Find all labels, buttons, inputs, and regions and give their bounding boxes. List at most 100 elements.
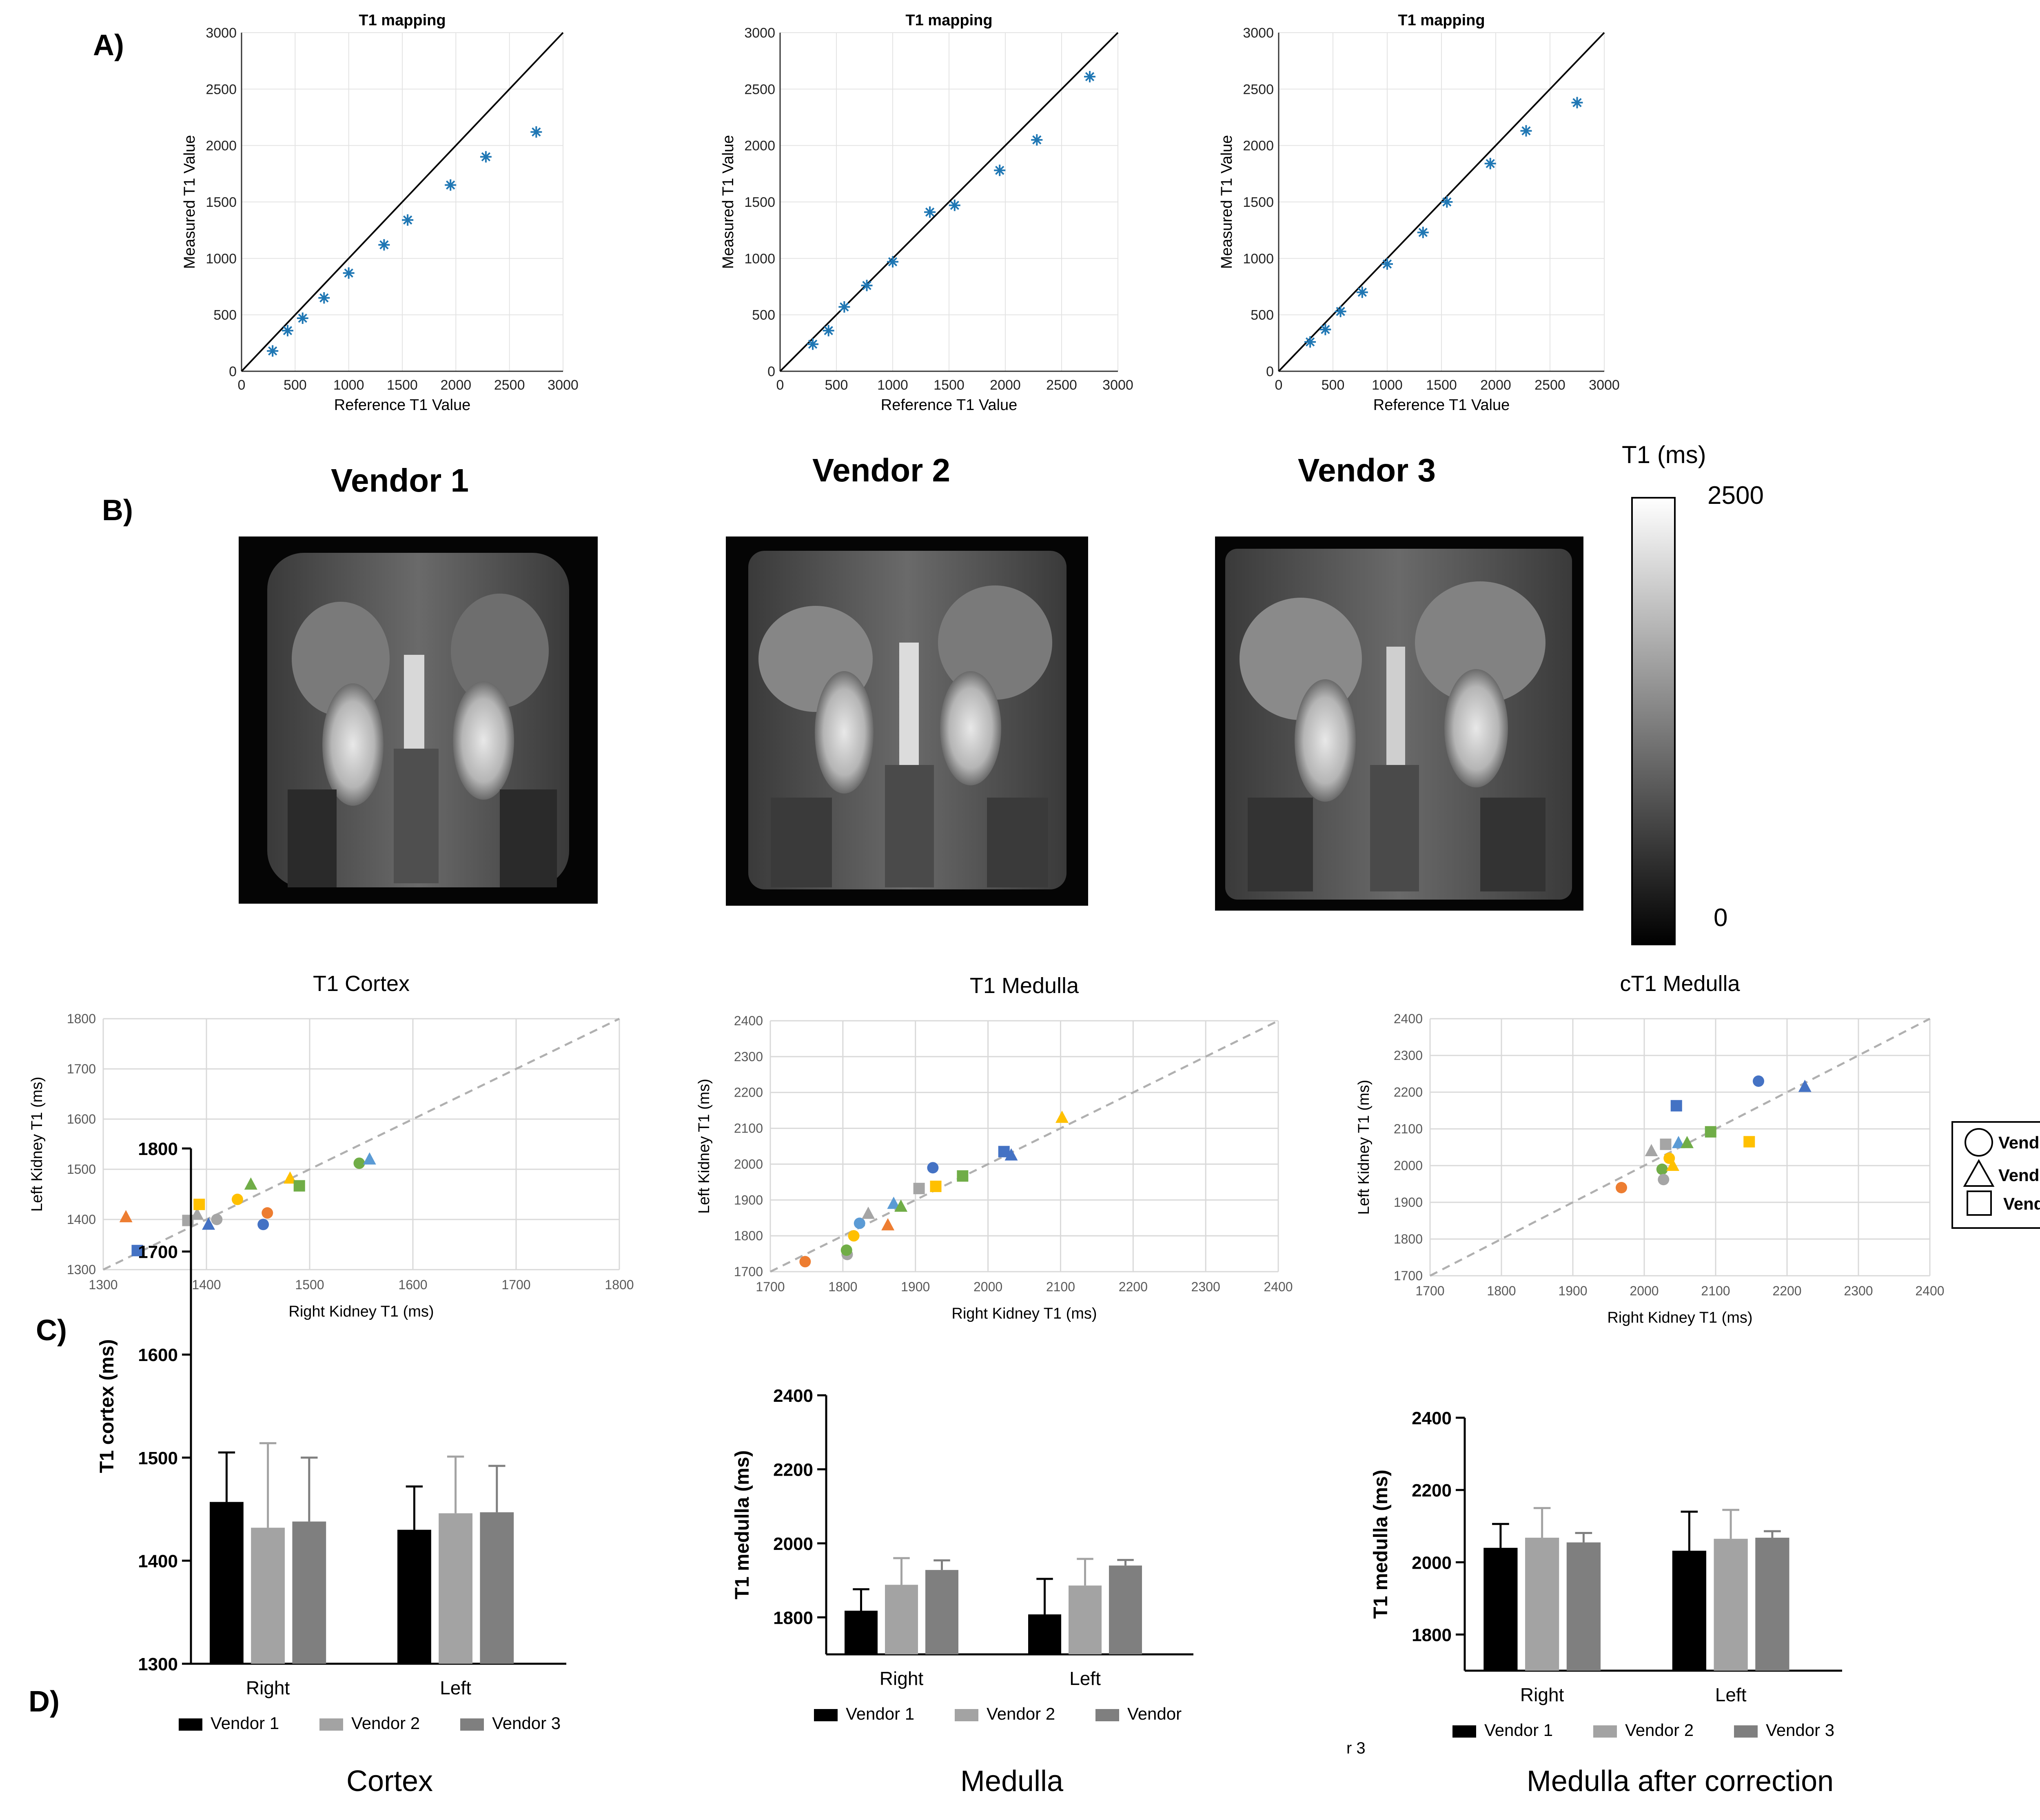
a1-x-tick-label: 2500 — [494, 377, 525, 393]
c3-data-point-triangle — [1672, 1136, 1685, 1148]
a1-data-point-stroke — [298, 313, 307, 323]
a1-identity-line — [241, 32, 564, 372]
c3-data-point-square — [1705, 1126, 1716, 1138]
a1-data-point — [282, 325, 293, 337]
a3-x-tick-label: 1000 — [1372, 377, 1403, 393]
c1-x-tick-label: 1500 — [295, 1277, 324, 1292]
a2-data-point — [887, 256, 898, 268]
c1-y-tick-label: 1500 — [67, 1162, 96, 1177]
a1-title: T1 mapping — [359, 12, 446, 29]
c2-x-tick-label: 1800 — [828, 1279, 857, 1294]
c1-x-tick-label: 1300 — [89, 1277, 118, 1292]
d3-category-label: Right — [1520, 1684, 1564, 1705]
c3-x-tick-label: 1700 — [1415, 1284, 1444, 1298]
c1-data-point-circle — [262, 1207, 273, 1219]
d1-bar — [480, 1512, 514, 1664]
a1-data-point-stroke — [268, 346, 277, 356]
c3-data-point-square — [1743, 1136, 1755, 1148]
c1-y-label: Left Kidney T1 (ms) — [29, 1077, 46, 1212]
a2-data-point-stroke — [840, 302, 849, 312]
a2-y-tick-label: 2000 — [744, 138, 775, 154]
a3-y-tick-label: 2000 — [1243, 138, 1274, 154]
a3-data-point — [1304, 336, 1316, 348]
c1-x-tick-label: 1800 — [605, 1277, 634, 1292]
c2-data-point-circle — [927, 1162, 939, 1174]
mri-image-vendor-1-graphic — [239, 536, 598, 904]
a1-y-tick-label: 1000 — [206, 251, 237, 266]
a2-data-point — [823, 325, 834, 337]
a2-data-point — [807, 338, 819, 350]
a3-x-tick-label: 3000 — [1589, 377, 1620, 393]
a2-y-tick-label: 2500 — [744, 82, 775, 97]
c2-data-point-square — [957, 1170, 969, 1182]
c2-data-point-triangle — [1004, 1148, 1018, 1161]
a3-y-tick-label: 500 — [1251, 308, 1274, 323]
c2-x-tick-label: 1900 — [901, 1279, 930, 1294]
a3-title: T1 mapping — [1398, 12, 1485, 29]
d3-bar — [1672, 1550, 1706, 1671]
d2-y-tick-label: 2200 — [773, 1460, 813, 1480]
d1-bar — [439, 1513, 472, 1664]
charts-layer: 0 500 1000 1500 2000 2500 3000 0 500 1000 1500 2000… — [29, 12, 1945, 1740]
a3-chart: 0 500 1000 1500 2000 2500 3000 0 500 1000 1500 2000… — [1218, 12, 1620, 414]
c1-data-point-triangle — [363, 1152, 376, 1165]
c1-data-point-triangle — [283, 1171, 297, 1184]
c1-y-tick-label: 1800 — [67, 1011, 96, 1026]
a3-y-tick-label: 1500 — [1243, 195, 1274, 210]
a3-data-point-stroke — [1321, 325, 1330, 334]
c2-data-point-circle — [854, 1217, 865, 1229]
d2-y-tick-label: 1800 — [773, 1608, 813, 1628]
d2-bar — [1069, 1585, 1102, 1654]
a1-y-tick-label: 2000 — [206, 138, 237, 154]
c2-y-tick-label: 1900 — [734, 1193, 763, 1207]
c3-x-tick-label: 2400 — [1915, 1284, 1944, 1298]
a2-y-tick-label: 1500 — [744, 195, 775, 210]
c2-y-tick-label: 2400 — [734, 1013, 763, 1028]
d3-category-label: Left — [1715, 1684, 1747, 1705]
c3-data-point-square — [1660, 1138, 1672, 1150]
d1-bar — [292, 1521, 326, 1664]
c1-data-point-triangle — [202, 1217, 215, 1230]
d1-category-label: Left — [440, 1677, 471, 1698]
vendor-1-heading: Vendor 1 — [331, 462, 469, 499]
a1-y-tick-label: 3000 — [206, 25, 237, 41]
c2-y-label: Left Kidney T1 (ms) — [696, 1079, 713, 1214]
c1-y-tick-label: 1300 — [67, 1262, 96, 1277]
a2-data-point-stroke — [808, 339, 818, 349]
c3-data-point-circle — [1753, 1075, 1764, 1087]
c2-data-point-triangle — [1055, 1111, 1069, 1123]
c2-data-point-square — [913, 1183, 925, 1195]
c3-data-point-triangle — [1666, 1159, 1679, 1171]
a3-data-point — [1484, 157, 1496, 169]
c3-data-point-square — [1670, 1100, 1682, 1112]
a1-data-point — [530, 126, 542, 138]
panel-label-d: D) — [29, 1685, 60, 1718]
c3-data-point-circle — [1656, 1164, 1668, 1175]
a3-x-tick-label: 500 — [1322, 377, 1345, 393]
d1-legend-swatch — [319, 1718, 343, 1731]
a3-data-point — [1571, 97, 1583, 109]
mri-image-vendor-2 — [726, 536, 1088, 906]
vendor-2-heading: Vendor 2 — [812, 452, 950, 488]
panel-label-b: B) — [102, 494, 133, 527]
a1-data-point-stroke — [481, 152, 491, 162]
c3-data-point-triangle — [1798, 1080, 1812, 1092]
a3-data-point — [1381, 258, 1393, 270]
d1-legend-label: Vendor 3 — [492, 1714, 561, 1733]
d2-bar — [845, 1610, 878, 1654]
d1-bar — [397, 1530, 431, 1664]
d-title-medulla-corrected: Medulla after correction — [1527, 1765, 1834, 1798]
a1-data-point-stroke — [403, 215, 412, 225]
a3-data-point-stroke — [1418, 228, 1428, 237]
c1-data-point-square — [293, 1180, 305, 1192]
panel-label-c: C) — [36, 1314, 67, 1347]
c3-x-label: Right Kidney T1 (ms) — [1607, 1309, 1752, 1326]
panel-label-a: A) — [93, 29, 124, 62]
c1-data-point-triangle — [191, 1207, 204, 1220]
d2-legend-swatch — [1095, 1709, 1119, 1721]
c1-x-tick-label: 1600 — [398, 1277, 427, 1292]
a1-data-point-stroke — [283, 326, 293, 335]
d2-legend-label: Vendor 1 — [846, 1704, 914, 1723]
a1-data-point — [318, 292, 330, 304]
